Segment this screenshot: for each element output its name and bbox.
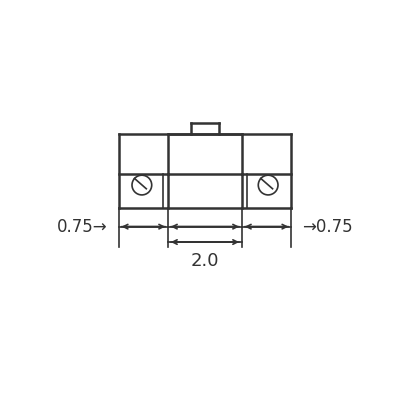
Text: 2.0: 2.0 bbox=[191, 252, 219, 270]
Circle shape bbox=[132, 175, 152, 195]
Text: 0.75→: 0.75→ bbox=[57, 218, 108, 236]
Text: →0.75: →0.75 bbox=[302, 218, 353, 236]
Circle shape bbox=[258, 175, 278, 195]
